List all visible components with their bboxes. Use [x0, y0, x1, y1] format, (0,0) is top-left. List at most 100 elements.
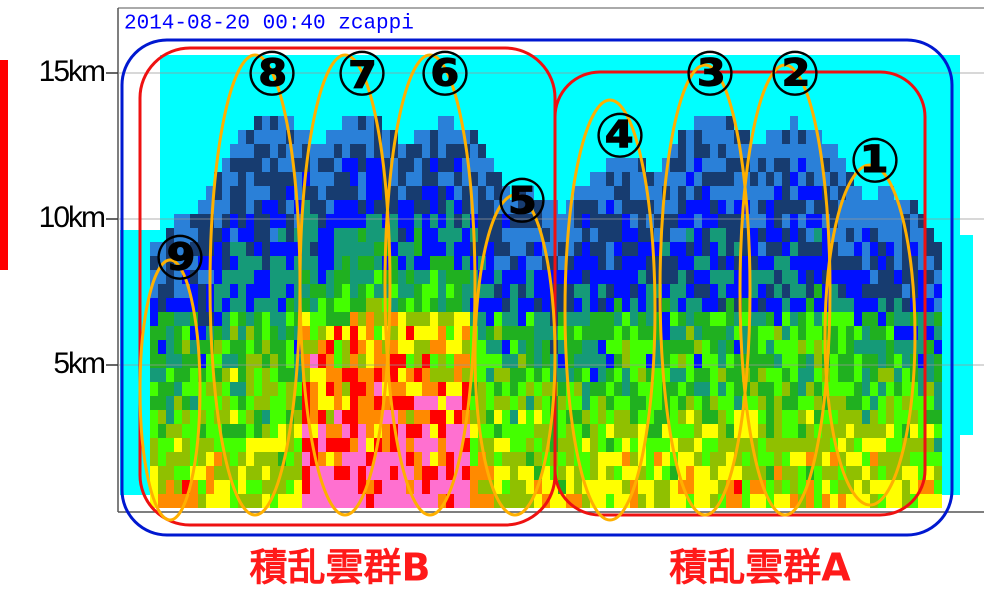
echo-cell	[806, 354, 814, 368]
echo-cell	[870, 326, 878, 340]
echo-cell	[446, 144, 454, 158]
echo-cell	[798, 368, 806, 382]
echo-cell	[926, 354, 934, 368]
echo-cell	[430, 480, 438, 494]
echo-cell	[830, 480, 838, 494]
echo-cell	[902, 368, 910, 382]
echo-cell	[510, 410, 518, 424]
echo-cell	[670, 424, 678, 438]
echo-cell	[638, 200, 646, 214]
echo-cell	[742, 312, 750, 326]
echo-cell	[542, 270, 550, 284]
echo-cell	[878, 228, 886, 242]
echo-cell	[390, 326, 398, 340]
echo-cell	[590, 396, 598, 410]
echo-cell	[326, 298, 334, 312]
echo-cell	[622, 270, 630, 284]
echo-cell	[542, 368, 550, 382]
echo-cell	[766, 242, 774, 256]
echo-cell	[430, 396, 438, 410]
echo-cell	[422, 326, 430, 340]
echo-cell	[734, 340, 742, 354]
echo-cell	[774, 256, 782, 270]
echo-cell	[438, 298, 446, 312]
echo-cell	[766, 326, 774, 340]
echo-cell	[166, 438, 174, 452]
echo-cell	[558, 494, 566, 508]
echo-cell	[334, 130, 342, 144]
echo-cell	[926, 256, 934, 270]
echo-cell	[726, 438, 734, 452]
echo-cell	[206, 494, 214, 508]
echo-cell	[782, 466, 790, 480]
echo-cell	[606, 284, 614, 298]
echo-cell	[726, 326, 734, 340]
echo-cell	[158, 354, 166, 368]
echo-cell	[278, 242, 286, 256]
echo-cell	[574, 368, 582, 382]
echo-cell	[598, 354, 606, 368]
echo-cell	[358, 480, 366, 494]
echo-cell	[246, 130, 254, 144]
echo-cell	[902, 312, 910, 326]
echo-cell	[798, 144, 806, 158]
echo-cell	[646, 466, 654, 480]
echo-cell	[238, 424, 246, 438]
echo-cell	[670, 158, 678, 172]
echo-cell	[406, 298, 414, 312]
echo-cell	[686, 200, 694, 214]
echo-cell	[790, 116, 798, 130]
echo-cell	[358, 200, 366, 214]
echo-cell	[358, 312, 366, 326]
echo-cell	[510, 466, 518, 480]
echo-cell	[238, 466, 246, 480]
echo-cell	[798, 480, 806, 494]
echo-cell	[374, 256, 382, 270]
echo-cell	[638, 270, 646, 284]
echo-cell	[334, 480, 342, 494]
echo-cell	[590, 270, 598, 284]
echo-cell	[894, 340, 902, 354]
echo-cell	[222, 256, 230, 270]
echo-cell	[446, 270, 454, 284]
echo-cell	[766, 214, 774, 228]
echo-cell	[606, 200, 614, 214]
echo-cell	[254, 172, 262, 186]
echo-cell	[502, 214, 510, 228]
echo-cell	[558, 480, 566, 494]
echo-cell	[678, 200, 686, 214]
echo-cell	[902, 270, 910, 284]
echo-cell	[230, 410, 238, 424]
echo-cell	[838, 494, 846, 508]
echo-cell	[494, 424, 502, 438]
echo-cell	[446, 298, 454, 312]
echo-cell	[830, 214, 838, 228]
echo-cell	[174, 214, 182, 228]
echo-cell	[254, 186, 262, 200]
echo-cell	[262, 116, 270, 130]
echo-cell	[878, 340, 886, 354]
echo-cell	[246, 410, 254, 424]
echo-cell	[430, 410, 438, 424]
echo-cell	[854, 354, 862, 368]
echo-cell	[782, 326, 790, 340]
echo-cell	[294, 410, 302, 424]
echo-cell	[390, 172, 398, 186]
echo-cell	[774, 214, 782, 228]
echo-cell	[726, 256, 734, 270]
echo-cell	[910, 410, 918, 424]
echo-cell	[414, 354, 422, 368]
echo-cell	[278, 340, 286, 354]
echo-cell	[766, 284, 774, 298]
echo-cell	[254, 270, 262, 284]
echo-cell	[286, 186, 294, 200]
echo-cell	[718, 200, 726, 214]
echo-cell	[246, 242, 254, 256]
echo-cell	[814, 242, 822, 256]
echo-cell	[478, 200, 486, 214]
echo-cell	[254, 116, 262, 130]
echo-cell	[414, 368, 422, 382]
echo-cell	[150, 326, 158, 340]
echo-cell	[734, 424, 742, 438]
echo-cell	[726, 130, 734, 144]
